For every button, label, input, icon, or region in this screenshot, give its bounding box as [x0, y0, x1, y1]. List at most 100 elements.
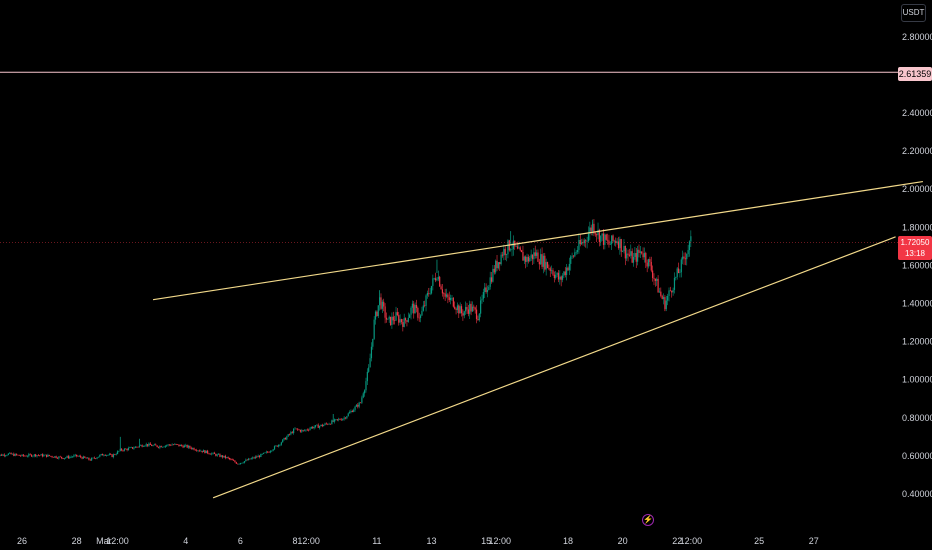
candle-body: [481, 298, 483, 301]
candle-body: [59, 456, 61, 458]
candle-body: [361, 397, 363, 403]
candle-body: [353, 409, 355, 412]
candle-body: [140, 445, 142, 446]
candle-body: [374, 311, 377, 320]
candle-body: [497, 262, 499, 269]
candle-body: [384, 306, 386, 318]
candle-body: [596, 234, 598, 236]
candle-body: [661, 295, 663, 299]
candle-body: [499, 262, 501, 265]
candle-body: [88, 457, 90, 460]
candle-body: [45, 454, 48, 457]
candle-body: [567, 267, 569, 271]
candle-body: [65, 457, 67, 459]
candle-body: [380, 297, 382, 309]
time-tick-label: 4: [183, 536, 188, 546]
candle-body: [359, 402, 362, 404]
time-tick-label: 25: [754, 536, 764, 546]
candle-body: [129, 447, 131, 449]
candle-body: [520, 250, 523, 253]
candle-body: [441, 289, 444, 294]
candle-body: [551, 270, 553, 271]
candle-body: [527, 256, 530, 262]
candle-body: [545, 262, 547, 270]
candle-body: [652, 270, 654, 278]
time-tick-label: 28: [72, 536, 82, 546]
candle-body: [489, 277, 491, 287]
candle-body: [306, 429, 308, 431]
candle-body: [686, 254, 688, 260]
candle-body: [529, 257, 531, 262]
candle-body: [198, 450, 201, 452]
candle-body: [418, 317, 420, 319]
candle-body: [74, 454, 76, 456]
candle-body: [604, 234, 606, 245]
candle-body: [525, 256, 527, 262]
candle-body: [14, 453, 16, 456]
candle-body: [445, 294, 448, 297]
candle-body: [26, 456, 29, 457]
candle-body: [570, 256, 572, 264]
candle-body: [421, 310, 423, 316]
candle-body: [485, 287, 487, 293]
price-axis[interactable]: 0.40000 0.60000 0.80000 1.00000 1.20000 1.400…: [902, 32, 932, 499]
candle-body: [470, 303, 472, 312]
candle-body: [519, 247, 521, 251]
candle-body: [571, 255, 573, 257]
candle-body: [99, 455, 101, 457]
time-tick-label: 13: [426, 536, 436, 546]
candle-body: [474, 307, 476, 310]
candle-body: [230, 459, 232, 460]
candle-body: [387, 318, 389, 320]
candle-body: [312, 426, 314, 429]
candle-body: [591, 223, 594, 232]
candle-body: [669, 290, 671, 292]
candle-body: [194, 449, 196, 451]
candle-body: [160, 446, 162, 448]
candle-body: [564, 271, 566, 276]
candle-body: [338, 419, 340, 420]
candle-body: [354, 406, 356, 410]
candle-body: [325, 423, 327, 425]
candle-body: [66, 456, 68, 458]
candle-body: [256, 456, 258, 458]
candle-body: [667, 296, 669, 301]
candle-body: [637, 249, 639, 262]
candle-body: [422, 305, 424, 311]
candle-body: [111, 454, 113, 458]
candle-body: [646, 262, 648, 267]
candle-body: [366, 371, 368, 382]
candle-body: [151, 445, 153, 446]
candle-body: [215, 453, 217, 456]
candle-body: [436, 279, 438, 281]
candle-body: [253, 457, 255, 459]
candle-body: [683, 256, 685, 259]
lightning-icon[interactable]: ⚡: [642, 514, 654, 526]
candle-body: [24, 455, 26, 457]
candle-body: [144, 445, 146, 447]
candle-body: [238, 463, 240, 465]
candle-body: [430, 285, 433, 294]
candle-body: [553, 274, 555, 279]
candle-body: [552, 270, 554, 275]
candle-body: [424, 305, 426, 307]
candle-body: [638, 249, 640, 253]
candle-body: [52, 457, 54, 458]
candle-body: [559, 276, 561, 280]
candle-body: [182, 445, 184, 448]
candle-body: [675, 276, 677, 278]
candle-body: [93, 457, 95, 459]
candle-body: [333, 419, 336, 422]
candle-body: [672, 289, 674, 293]
time-tick-label: 8: [292, 536, 297, 546]
candle-body: [568, 263, 570, 271]
candle-body: [159, 446, 161, 448]
candle-body: [204, 450, 206, 454]
candle-body: [321, 424, 323, 427]
candle-body: [668, 290, 670, 297]
currency-button[interactable]: USDT: [901, 4, 926, 22]
candle-body: [142, 446, 145, 447]
candle-body: [106, 455, 108, 456]
